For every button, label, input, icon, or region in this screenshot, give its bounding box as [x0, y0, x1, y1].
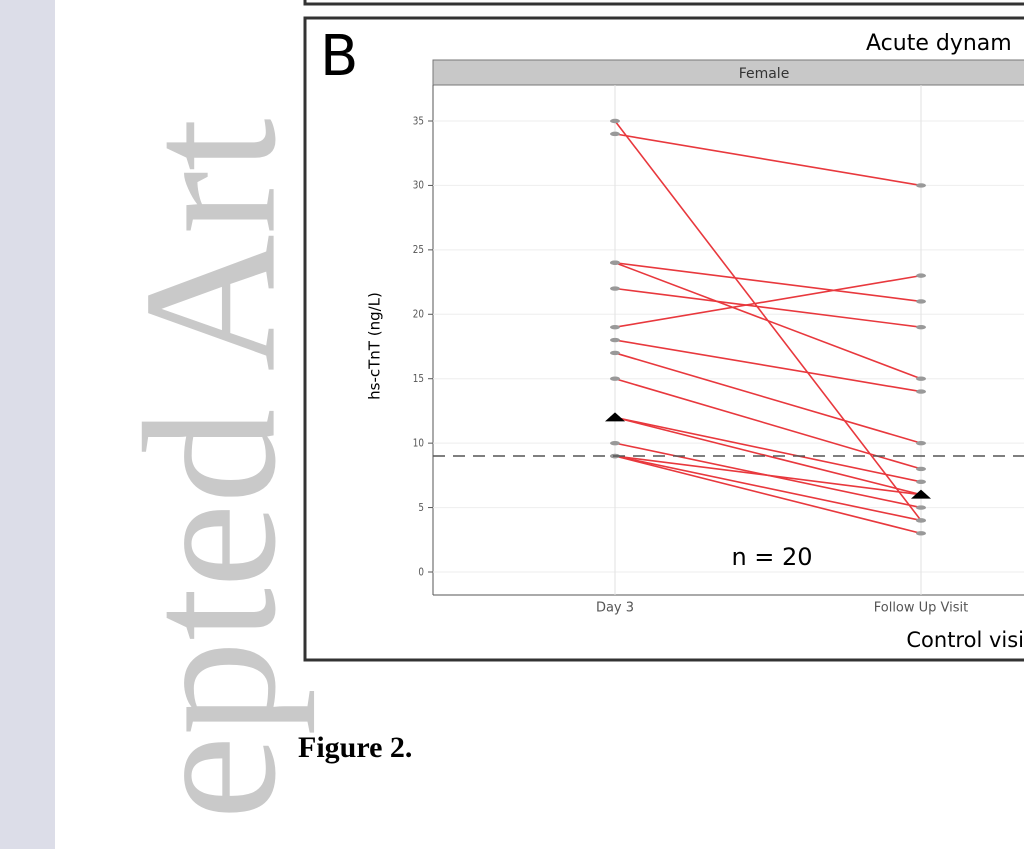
y-tick-label: 5 — [418, 502, 424, 514]
point — [610, 440, 620, 446]
point — [610, 376, 620, 381]
y-tick-label: 25 — [413, 244, 424, 256]
y-axis-label: hs-cTnT (ng/L) — [366, 292, 384, 400]
annotation: n = 20 — [731, 543, 812, 571]
pair-line — [614, 455, 922, 522]
pair-line — [614, 261, 922, 303]
y-tick-label: 0 — [418, 566, 424, 578]
panel-frame — [303, 16, 1024, 662]
point — [610, 286, 620, 291]
pair-line — [614, 287, 922, 328]
point — [916, 466, 926, 472]
side-band — [0, 0, 55, 849]
point — [610, 260, 620, 265]
point — [610, 350, 620, 356]
pair-line — [614, 455, 922, 496]
point — [916, 505, 926, 510]
point — [610, 131, 620, 137]
pair-line — [614, 455, 922, 535]
pair-line — [614, 416, 922, 496]
pair-line — [614, 377, 922, 470]
point — [916, 376, 926, 381]
pair-line — [614, 416, 922, 483]
point — [916, 183, 926, 188]
chart-title: Acute dynam — [866, 31, 1012, 56]
y-tick-label: 10 — [413, 438, 424, 450]
point — [610, 118, 620, 124]
pair-line — [614, 274, 922, 328]
point — [916, 518, 926, 523]
pair-line — [614, 339, 922, 393]
point — [916, 440, 926, 446]
facet-label: Female — [739, 66, 790, 82]
x-tick-label: Day 3 — [596, 601, 634, 616]
upper-frame — [303, 0, 1024, 6]
point — [916, 273, 926, 278]
point — [916, 531, 926, 536]
x-tick-label: Follow Up Visit — [874, 601, 969, 616]
watermark: epted Art — [106, 118, 316, 820]
median-marker — [605, 412, 625, 422]
figure-caption: Figure 2. — [298, 731, 412, 764]
y-tick-label: 30 — [413, 180, 424, 192]
pair-line — [614, 133, 922, 187]
pair-line — [614, 261, 922, 380]
pair-line — [614, 352, 922, 444]
point — [916, 299, 926, 304]
y-tick-label: 35 — [413, 115, 424, 127]
point — [916, 324, 926, 330]
point — [610, 337, 620, 343]
point — [916, 479, 926, 484]
y-tick-label: 20 — [413, 309, 424, 321]
facet-strip — [432, 59, 1024, 86]
y-tick-label: 15 — [413, 373, 424, 385]
median-marker — [911, 489, 931, 499]
point — [916, 389, 926, 394]
point — [610, 324, 620, 330]
panel-label: B — [320, 24, 358, 89]
x-axis-label: Control visi — [906, 628, 1024, 652]
